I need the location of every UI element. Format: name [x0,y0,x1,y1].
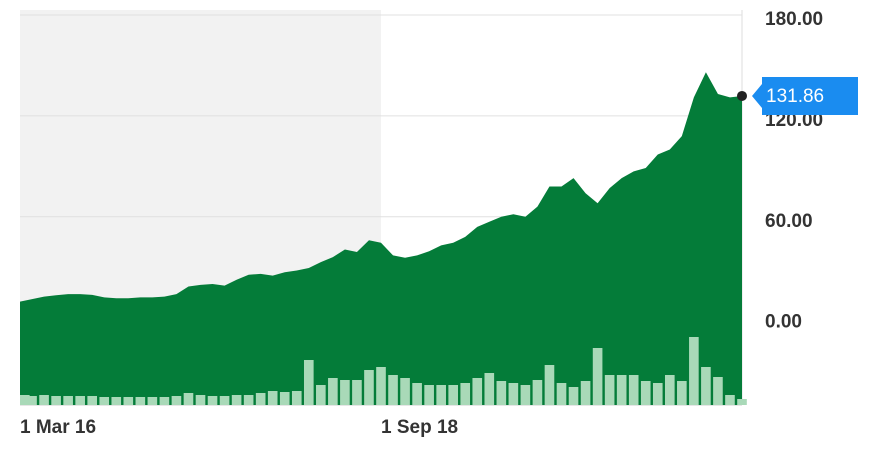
volume-bar [352,380,362,405]
volume-bar [616,375,627,405]
volume-bar [725,395,735,405]
volume-bar [556,383,567,405]
volume-bar [628,375,639,405]
volume-bar [195,395,206,405]
volume-bar [689,337,699,405]
volume-bar [219,396,230,405]
y-tick-label: 180.00 [765,9,823,30]
volume-bar [640,381,651,405]
volume-bar [532,380,543,405]
volume-bar [231,395,242,405]
volume-bar [604,375,615,405]
volume-bar [99,397,110,405]
volume-bar [472,378,483,405]
price-area [20,72,742,405]
volume-bar [147,397,158,405]
volume-bar [484,373,495,405]
volume-bar [460,383,471,405]
volume-bar [51,396,61,405]
volume-bar [183,393,194,405]
volume-bar [400,378,410,405]
volume-bar [267,391,278,405]
volume-bar [255,393,266,405]
volume-bar [303,360,314,405]
volume-bar [701,367,711,405]
y-tick-label: 60.00 [765,211,813,232]
y-tick-label: 120.00 [765,110,823,131]
volume-bar [388,375,398,405]
volume-bar [364,370,374,405]
volume-bar [63,396,73,405]
volume-bar [340,380,350,405]
volume-bar [652,383,663,405]
last-price-callout [752,76,858,115]
last-price-dot [737,90,747,101]
volume-bar [75,396,85,405]
volume-bar [677,381,687,405]
volume-bar [27,396,37,405]
volume-bar [436,385,446,405]
volume-bar [448,385,459,405]
volume-bar [159,397,170,405]
volume-bar [39,395,49,405]
volume-bar [316,385,326,405]
volume-bar [135,397,146,405]
volume-bar [279,392,290,405]
volume-bar [243,395,254,405]
volume-bar [496,381,507,405]
volume-bar [544,365,555,405]
x-tick-label: 1 Sep 18 [381,417,458,438]
volume-bar [580,381,591,405]
volume-bar [592,348,603,405]
volume-bar [508,383,519,405]
volume-bar [328,378,338,405]
volume-bar [111,397,122,405]
volume-bar [568,387,579,405]
y-tick-label: 0.00 [765,312,802,333]
volume-bar [376,367,386,405]
volume-bar [520,385,531,405]
volume-bar [664,375,675,405]
last-price-label: 131.86 [766,86,824,107]
volume-bar [291,391,302,405]
volume-bar [171,396,182,405]
volume-bar [412,383,422,405]
x-tick-label: 1 Mar 16 [20,417,96,438]
volume-bar [20,395,30,405]
volume-bar [123,397,134,405]
volume-bar [713,377,723,405]
volume-bar [737,399,747,405]
volume-bar [87,396,98,405]
volume-bar [207,396,218,405]
volume-bar [424,385,434,405]
